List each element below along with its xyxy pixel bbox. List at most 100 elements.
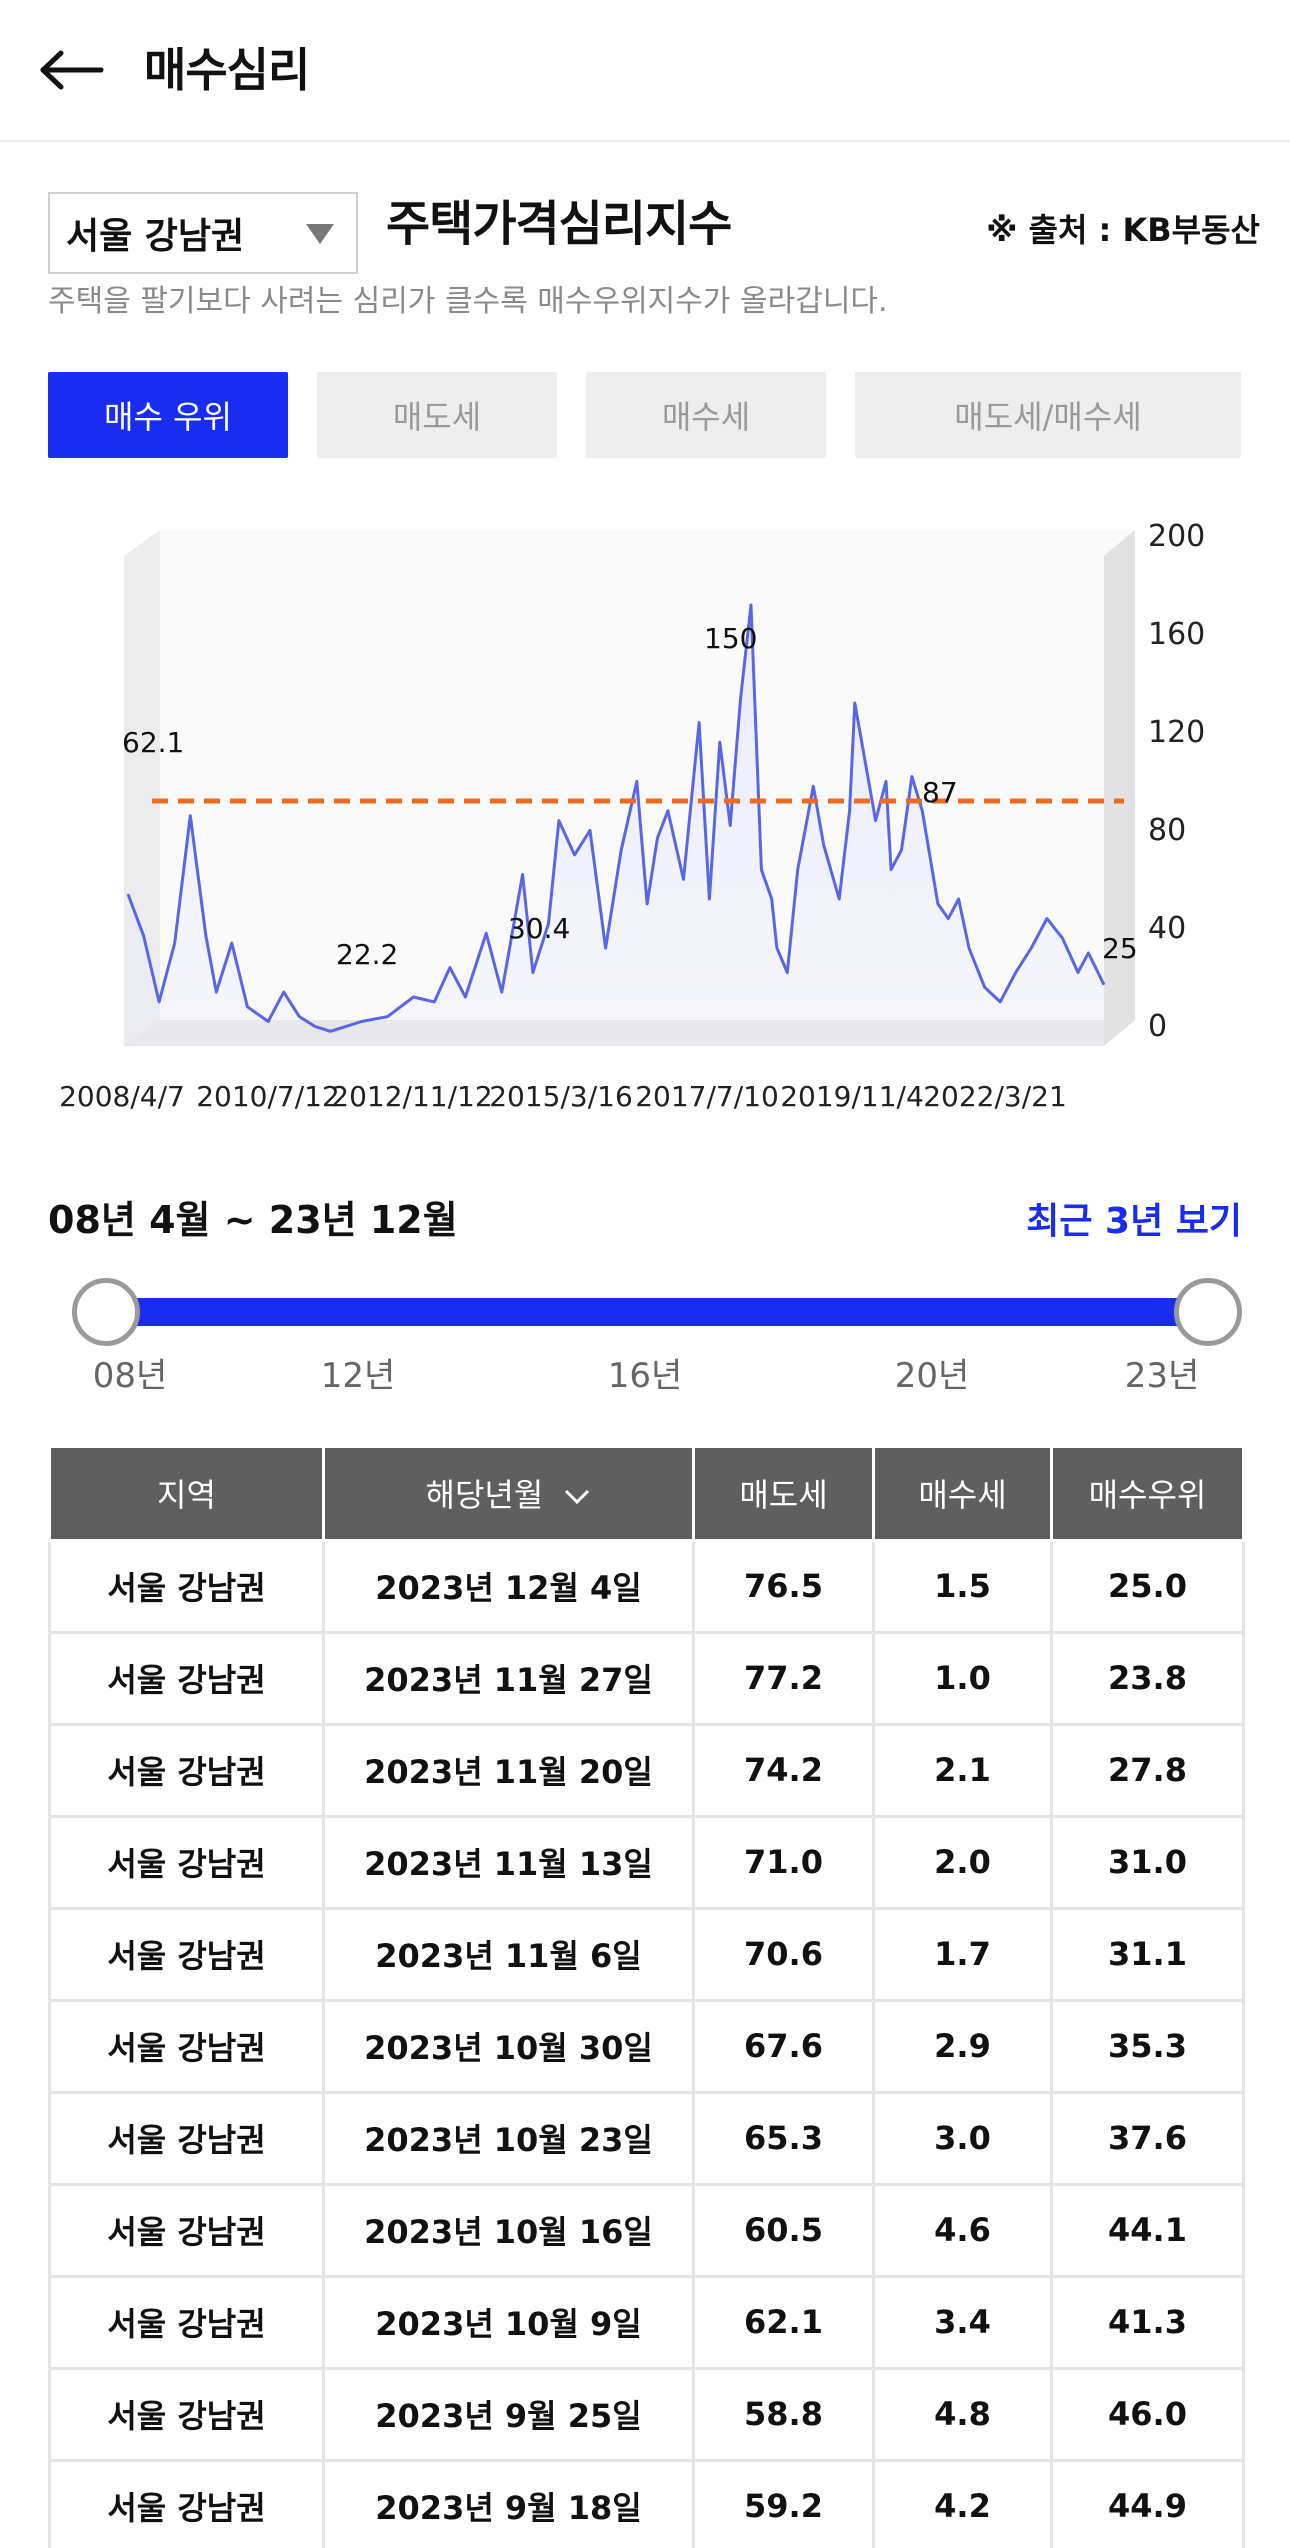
region-select[interactable]: 서울 강남권: [48, 192, 358, 274]
index-title: 주택가격심리지수: [386, 196, 732, 252]
table-row: 서울 강남권 2023년 11월 6일 70.6 1.7 31.1: [48, 1906, 1245, 2002]
series-line: [126, 603, 1106, 1033]
slider-tick-label: 20년: [894, 1356, 970, 1396]
buy-dominance-chart: 200 160 120 80 40 0 2008/4/7 2010/7/12 2012/11/…: [40, 500, 1270, 1140]
table-header-row: 지역 해당년월 매도세 매수세 매수우위: [48, 1448, 1245, 1542]
slider-tick-label: 16년: [607, 1356, 683, 1396]
col-header-region: 지역: [48, 1448, 325, 1542]
cell-dominance: 31.1: [1050, 1906, 1245, 2002]
cell-date: 2023년 11월 13일: [322, 1814, 695, 1910]
cell-region: 서울 강남권: [48, 1538, 325, 1634]
table-row: 서울 강남권 2023년 9월 25일 58.8 4.8 46.0: [48, 2366, 1245, 2462]
slider-tick-label: 23년: [1124, 1356, 1200, 1396]
cell-region: 서울 강남권: [48, 2366, 325, 2462]
table-row: 서울 강남권 2023년 12월 4일 76.5 1.5 25.0: [48, 1538, 1245, 1634]
y-tick-label: 160: [1148, 617, 1205, 652]
y-tick-label: 80: [1148, 813, 1186, 848]
index-description: 주택을 팔기보다 사려는 심리가 클수록 매수우위지수가 올라갑니다.: [48, 284, 888, 319]
slider-track[interactable]: [106, 1298, 1184, 1326]
recent-3-years-link[interactable]: 최근 3년 보기: [1026, 1201, 1242, 1242]
table-row: 서울 강남권 2023년 11월 20일 74.2 2.1 27.8: [48, 1722, 1245, 1818]
cell-dominance: 44.1: [1050, 2182, 1245, 2278]
app-header: 매수심리: [0, 0, 1290, 142]
cell-sell: 60.5: [692, 2182, 875, 2278]
x-tick-label: 2010/7/12: [196, 1080, 340, 1113]
cell-region: 서울 강남권: [48, 1998, 325, 2094]
x-tick-label: 2012/11/12: [331, 1080, 492, 1113]
cell-date: 2023년 10월 30일: [322, 1998, 695, 2094]
cell-buy: 4.8: [872, 2366, 1053, 2462]
x-tick-label: 2015/3/16: [489, 1080, 633, 1113]
cell-sell: 67.6: [692, 1998, 875, 2094]
cell-dominance: 37.6: [1050, 2090, 1245, 2186]
cell-buy: 4.2: [872, 2458, 1053, 2548]
cell-buy: 1.7: [872, 1906, 1053, 2002]
cell-buy: 3.4: [872, 2274, 1053, 2370]
data-annotation: 22.2: [336, 938, 398, 971]
cell-region: 서울 강남권: [48, 2182, 325, 2278]
cell-sell: 74.2: [692, 1722, 875, 1818]
tab-sell-buy-trend[interactable]: 매도세/매수세: [855, 372, 1241, 458]
table-row: 서울 강남권 2023년 9월 18일 59.2 4.2 44.9: [48, 2458, 1245, 2548]
tab-sell-trend[interactable]: 매도세: [317, 372, 557, 458]
cell-region: 서울 강남권: [48, 2090, 325, 2186]
x-tick-label: 2008/4/7: [59, 1080, 185, 1113]
table-row: 서울 강남권 2023년 11월 13일 71.0 2.0 31.0: [48, 1814, 1245, 1910]
data-annotation: 150: [704, 622, 757, 655]
data-annotation: 25: [1102, 932, 1138, 965]
cell-buy: 2.0: [872, 1814, 1053, 1910]
y-tick-label: 0: [1148, 1009, 1167, 1044]
cell-buy: 3.0: [872, 2090, 1053, 2186]
tab-buy-dominance[interactable]: 매수 우위: [48, 372, 288, 458]
tab-buy-trend[interactable]: 매수세: [586, 372, 826, 458]
cell-date: 2023년 11월 20일: [322, 1722, 695, 1818]
cell-region: 서울 강남권: [48, 1814, 325, 1910]
table-row: 서울 강남권 2023년 10월 16일 60.5 4.6 44.1: [48, 2182, 1245, 2278]
table-row: 서울 강남권 2023년 10월 9일 62.1 3.4 41.3: [48, 2274, 1245, 2370]
y-tick-label: 40: [1148, 911, 1186, 946]
source-label: ※ 출처 : KB부동산: [986, 211, 1260, 249]
cell-region: 서울 강남권: [48, 1722, 325, 1818]
cell-buy: 1.0: [872, 1630, 1053, 1726]
table-row: 서울 강남권 2023년 10월 23일 65.3 3.0 37.6: [48, 2090, 1245, 2186]
cell-sell: 70.6: [692, 1906, 875, 2002]
table-body: 서울 강남권 2023년 12월 4일 76.5 1.5 25.0 서울 강남권 2023년…: [48, 1538, 1245, 2548]
cell-sell: 76.5: [692, 1538, 875, 1634]
cell-date: 2023년 11월 27일: [322, 1630, 695, 1726]
slider-start-handle[interactable]: [72, 1278, 140, 1346]
cell-region: 서울 강남권: [48, 2458, 325, 2548]
cell-date: 2023년 10월 9일: [322, 2274, 695, 2370]
cell-sell: 77.2: [692, 1630, 875, 1726]
page-title: 매수심리: [144, 43, 310, 97]
cell-buy: 1.5: [872, 1538, 1053, 1634]
cell-dominance: 23.8: [1050, 1630, 1245, 1726]
date-range-label: 08년 4월 ~ 23년 12월: [48, 1198, 458, 1242]
cell-dominance: 44.9: [1050, 2458, 1245, 2548]
y-tick-label: 120: [1148, 715, 1205, 750]
cell-buy: 4.6: [872, 2182, 1053, 2278]
back-button[interactable]: [36, 40, 108, 100]
date-range-slider[interactable]: [48, 1270, 1242, 1350]
cell-dominance: 25.0: [1050, 1538, 1245, 1634]
cell-date: 2023년 9월 18일: [322, 2458, 695, 2548]
caret-down-icon: [306, 224, 334, 244]
chart-right-wall: [1104, 530, 1135, 1046]
cell-sell: 59.2: [692, 2458, 875, 2548]
chart-svg: 200 160 120 80 40 0 2008/4/7 2010/7/122012/11/…: [59, 519, 1205, 1113]
slider-tick-label: 08년: [92, 1356, 168, 1396]
x-tick-label: 2019/11/4: [780, 1080, 924, 1113]
cell-date: 2023년 12월 4일: [322, 1538, 695, 1634]
col-header-date[interactable]: 해당년월: [322, 1448, 695, 1542]
slider-ticks: 08년 12년 16년 20년 23년: [0, 1348, 1290, 1398]
col-header-date-label: 해당년월: [425, 1476, 544, 1515]
col-header-sell: 매도세: [692, 1448, 875, 1542]
slider-tick-label: 12년: [320, 1356, 396, 1396]
table-row: 서울 강남권 2023년 10월 30일 67.6 2.9 35.3: [48, 1998, 1245, 2094]
y-tick-label: 200: [1148, 519, 1205, 554]
table-row: 서울 강남권 2023년 11월 27일 77.2 1.0 23.8: [48, 1630, 1245, 1726]
cell-region: 서울 강남권: [48, 2274, 325, 2370]
cell-dominance: 27.8: [1050, 1722, 1245, 1818]
cell-sell: 62.1: [692, 2274, 875, 2370]
slider-end-handle[interactable]: [1174, 1278, 1242, 1346]
cell-buy: 2.1: [872, 1722, 1053, 1818]
